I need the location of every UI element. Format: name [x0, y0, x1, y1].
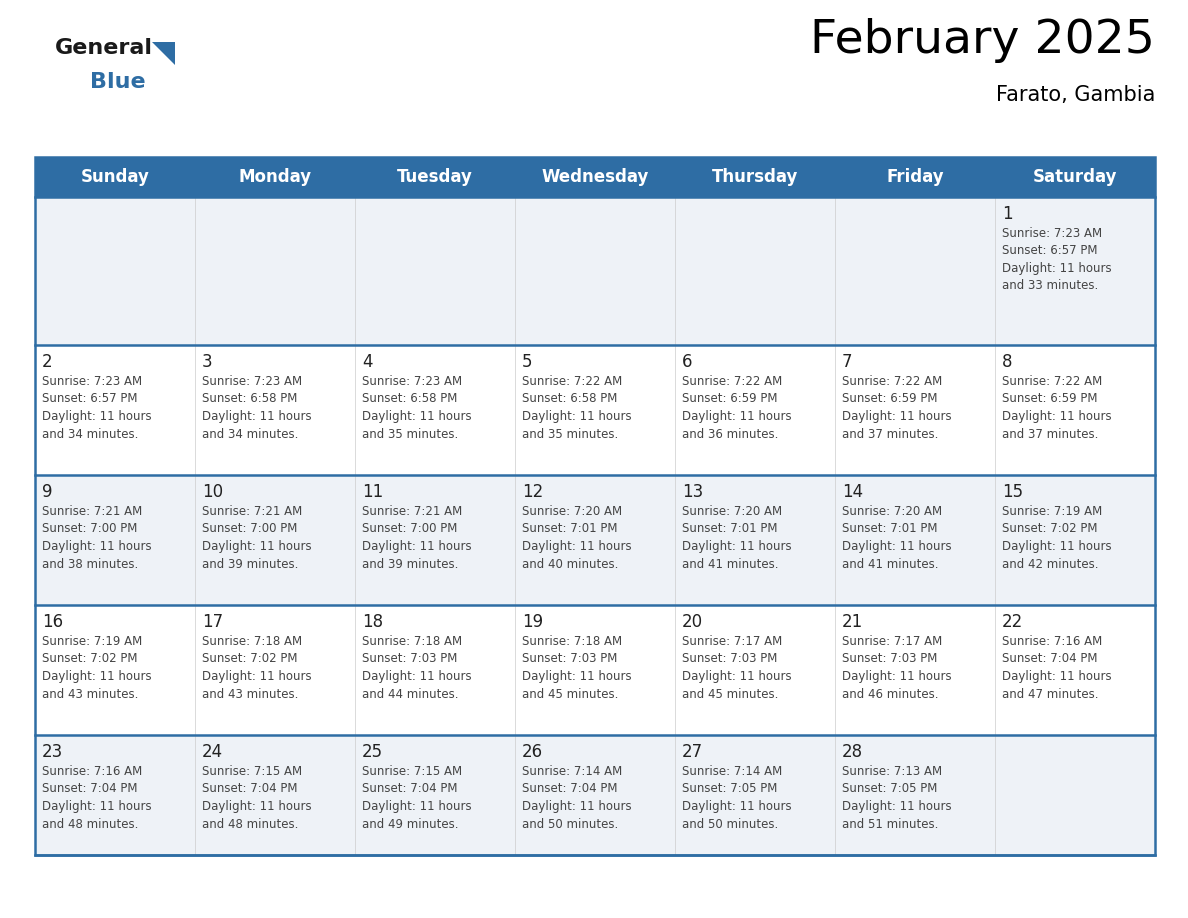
Text: Monday: Monday [239, 168, 311, 186]
Text: Sunrise: 7:18 AM
Sunset: 7:03 PM
Daylight: 11 hours
and 44 minutes.: Sunrise: 7:18 AM Sunset: 7:03 PM Dayligh… [362, 635, 472, 700]
Text: Sunrise: 7:17 AM
Sunset: 7:03 PM
Daylight: 11 hours
and 46 minutes.: Sunrise: 7:17 AM Sunset: 7:03 PM Dayligh… [842, 635, 952, 700]
Text: Sunrise: 7:20 AM
Sunset: 7:01 PM
Daylight: 11 hours
and 40 minutes.: Sunrise: 7:20 AM Sunset: 7:01 PM Dayligh… [522, 505, 632, 570]
Text: 6: 6 [682, 353, 693, 371]
Bar [34, 475, 1155, 605]
Text: Friday: Friday [886, 168, 943, 186]
Text: Sunrise: 7:23 AM
Sunset: 6:58 PM
Daylight: 11 hours
and 34 minutes.: Sunrise: 7:23 AM Sunset: 6:58 PM Dayligh… [202, 375, 311, 441]
Text: Sunrise: 7:21 AM
Sunset: 7:00 PM
Daylight: 11 hours
and 39 minutes.: Sunrise: 7:21 AM Sunset: 7:00 PM Dayligh… [362, 505, 472, 570]
Text: 25: 25 [362, 743, 383, 761]
Text: Sunrise: 7:21 AM
Sunset: 7:00 PM
Daylight: 11 hours
and 39 minutes.: Sunrise: 7:21 AM Sunset: 7:00 PM Dayligh… [202, 505, 311, 570]
Text: 13: 13 [682, 483, 703, 501]
Text: Sunrise: 7:19 AM
Sunset: 7:02 PM
Daylight: 11 hours
and 42 minutes.: Sunrise: 7:19 AM Sunset: 7:02 PM Dayligh… [1001, 505, 1112, 570]
Text: Sunrise: 7:23 AM
Sunset: 6:58 PM
Daylight: 11 hours
and 35 minutes.: Sunrise: 7:23 AM Sunset: 6:58 PM Dayligh… [362, 375, 472, 441]
Bar [34, 605, 1155, 735]
Text: 5: 5 [522, 353, 532, 371]
Text: 7: 7 [842, 353, 853, 371]
Text: Sunrise: 7:14 AM
Sunset: 7:04 PM
Daylight: 11 hours
and 50 minutes.: Sunrise: 7:14 AM Sunset: 7:04 PM Dayligh… [522, 765, 632, 831]
Text: 26: 26 [522, 743, 543, 761]
Text: Sunrise: 7:22 AM
Sunset: 6:59 PM
Daylight: 11 hours
and 36 minutes.: Sunrise: 7:22 AM Sunset: 6:59 PM Dayligh… [682, 375, 791, 441]
Text: Sunrise: 7:20 AM
Sunset: 7:01 PM
Daylight: 11 hours
and 41 minutes.: Sunrise: 7:20 AM Sunset: 7:01 PM Dayligh… [842, 505, 952, 570]
Text: 28: 28 [842, 743, 864, 761]
Text: Sunrise: 7:23 AM
Sunset: 6:57 PM
Daylight: 11 hours
and 34 minutes.: Sunrise: 7:23 AM Sunset: 6:57 PM Dayligh… [42, 375, 152, 441]
Text: 1: 1 [1001, 205, 1012, 223]
Text: Tuesday: Tuesday [397, 168, 473, 186]
Text: 19: 19 [522, 613, 543, 631]
Text: Sunrise: 7:16 AM
Sunset: 7:04 PM
Daylight: 11 hours
and 47 minutes.: Sunrise: 7:16 AM Sunset: 7:04 PM Dayligh… [1001, 635, 1112, 700]
Text: Thursday: Thursday [712, 168, 798, 186]
Text: Sunrise: 7:23 AM
Sunset: 6:57 PM
Daylight: 11 hours
and 33 minutes.: Sunrise: 7:23 AM Sunset: 6:57 PM Dayligh… [1001, 227, 1112, 293]
Text: February 2025: February 2025 [810, 18, 1155, 63]
Text: 11: 11 [362, 483, 384, 501]
Text: Sunrise: 7:16 AM
Sunset: 7:04 PM
Daylight: 11 hours
and 48 minutes.: Sunrise: 7:16 AM Sunset: 7:04 PM Dayligh… [42, 765, 152, 831]
Text: Sunday: Sunday [81, 168, 150, 186]
Text: 22: 22 [1001, 613, 1023, 631]
Text: Sunrise: 7:14 AM
Sunset: 7:05 PM
Daylight: 11 hours
and 50 minutes.: Sunrise: 7:14 AM Sunset: 7:05 PM Dayligh… [682, 765, 791, 831]
Text: 16: 16 [42, 613, 63, 631]
Text: 24: 24 [202, 743, 223, 761]
Text: General: General [55, 38, 153, 58]
Text: Sunrise: 7:21 AM
Sunset: 7:00 PM
Daylight: 11 hours
and 38 minutes.: Sunrise: 7:21 AM Sunset: 7:00 PM Dayligh… [42, 505, 152, 570]
Text: 3: 3 [202, 353, 213, 371]
Text: Sunrise: 7:22 AM
Sunset: 6:59 PM
Daylight: 11 hours
and 37 minutes.: Sunrise: 7:22 AM Sunset: 6:59 PM Dayligh… [1001, 375, 1112, 441]
Text: Wednesday: Wednesday [542, 168, 649, 186]
Bar [34, 345, 1155, 475]
Text: Sunrise: 7:18 AM
Sunset: 7:02 PM
Daylight: 11 hours
and 43 minutes.: Sunrise: 7:18 AM Sunset: 7:02 PM Dayligh… [202, 635, 311, 700]
Bar [34, 157, 1155, 855]
Text: Sunrise: 7:13 AM
Sunset: 7:05 PM
Daylight: 11 hours
and 51 minutes.: Sunrise: 7:13 AM Sunset: 7:05 PM Dayligh… [842, 765, 952, 831]
Text: 20: 20 [682, 613, 703, 631]
Text: 21: 21 [842, 613, 864, 631]
Text: Sunrise: 7:20 AM
Sunset: 7:01 PM
Daylight: 11 hours
and 41 minutes.: Sunrise: 7:20 AM Sunset: 7:01 PM Dayligh… [682, 505, 791, 570]
Text: Sunrise: 7:22 AM
Sunset: 6:58 PM
Daylight: 11 hours
and 35 minutes.: Sunrise: 7:22 AM Sunset: 6:58 PM Dayligh… [522, 375, 632, 441]
Text: Sunrise: 7:22 AM
Sunset: 6:59 PM
Daylight: 11 hours
and 37 minutes.: Sunrise: 7:22 AM Sunset: 6:59 PM Dayligh… [842, 375, 952, 441]
Text: 12: 12 [522, 483, 543, 501]
Bar [34, 157, 1155, 197]
Bar [34, 197, 1155, 345]
Text: 10: 10 [202, 483, 223, 501]
Text: 4: 4 [362, 353, 373, 371]
Text: 17: 17 [202, 613, 223, 631]
Polygon shape [152, 42, 175, 65]
Text: 23: 23 [42, 743, 63, 761]
Text: Sunrise: 7:18 AM
Sunset: 7:03 PM
Daylight: 11 hours
and 45 minutes.: Sunrise: 7:18 AM Sunset: 7:03 PM Dayligh… [522, 635, 632, 700]
Text: Saturday: Saturday [1032, 168, 1117, 186]
Text: 27: 27 [682, 743, 703, 761]
Text: Farato, Gambia: Farato, Gambia [996, 85, 1155, 105]
Text: 2: 2 [42, 353, 52, 371]
Text: Sunrise: 7:15 AM
Sunset: 7:04 PM
Daylight: 11 hours
and 48 minutes.: Sunrise: 7:15 AM Sunset: 7:04 PM Dayligh… [202, 765, 311, 831]
Text: Blue: Blue [90, 72, 146, 92]
Text: 8: 8 [1001, 353, 1012, 371]
Text: 15: 15 [1001, 483, 1023, 501]
Text: 9: 9 [42, 483, 52, 501]
Text: Sunrise: 7:19 AM
Sunset: 7:02 PM
Daylight: 11 hours
and 43 minutes.: Sunrise: 7:19 AM Sunset: 7:02 PM Dayligh… [42, 635, 152, 700]
Text: 14: 14 [842, 483, 864, 501]
Text: Sunrise: 7:17 AM
Sunset: 7:03 PM
Daylight: 11 hours
and 45 minutes.: Sunrise: 7:17 AM Sunset: 7:03 PM Dayligh… [682, 635, 791, 700]
Text: Sunrise: 7:15 AM
Sunset: 7:04 PM
Daylight: 11 hours
and 49 minutes.: Sunrise: 7:15 AM Sunset: 7:04 PM Dayligh… [362, 765, 472, 831]
Text: 18: 18 [362, 613, 383, 631]
Bar [34, 735, 1155, 855]
